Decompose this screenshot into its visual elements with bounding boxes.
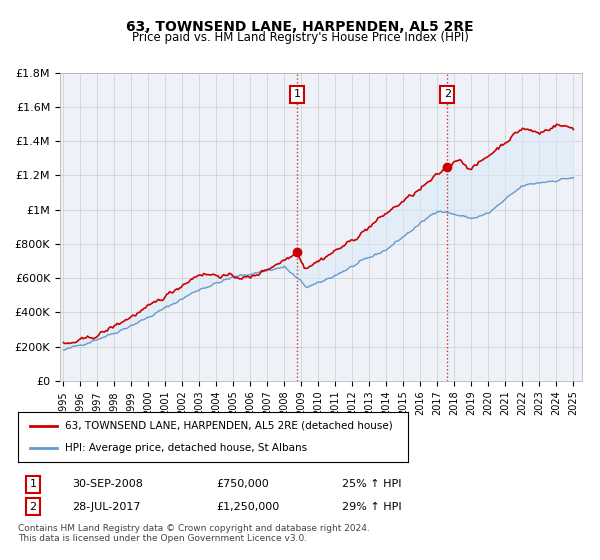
Text: Contains HM Land Registry data © Crown copyright and database right 2024.
This d: Contains HM Land Registry data © Crown c… <box>18 524 370 543</box>
Text: 63, TOWNSEND LANE, HARPENDEN, AL5 2RE: 63, TOWNSEND LANE, HARPENDEN, AL5 2RE <box>126 20 474 34</box>
Text: Price paid vs. HM Land Registry's House Price Index (HPI): Price paid vs. HM Land Registry's House … <box>131 31 469 44</box>
Text: £750,000: £750,000 <box>216 479 269 489</box>
Text: 30-SEP-2008: 30-SEP-2008 <box>72 479 143 489</box>
Text: HPI: Average price, detached house, St Albans: HPI: Average price, detached house, St A… <box>65 443 307 453</box>
Text: 1: 1 <box>29 479 37 489</box>
Text: 28-JUL-2017: 28-JUL-2017 <box>72 502 140 512</box>
Text: 63, TOWNSEND LANE, HARPENDEN, AL5 2RE (detached house): 63, TOWNSEND LANE, HARPENDEN, AL5 2RE (d… <box>65 421 392 431</box>
Text: 2: 2 <box>29 502 37 512</box>
Text: 2: 2 <box>444 90 451 99</box>
Text: 1: 1 <box>293 90 301 99</box>
Text: 25% ↑ HPI: 25% ↑ HPI <box>342 479 401 489</box>
Text: 29% ↑ HPI: 29% ↑ HPI <box>342 502 401 512</box>
Text: £1,250,000: £1,250,000 <box>216 502 279 512</box>
